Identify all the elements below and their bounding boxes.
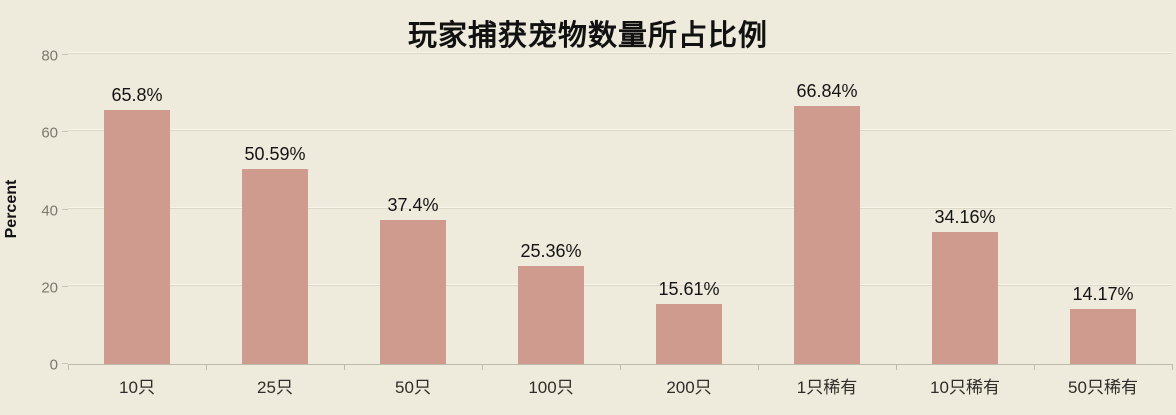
y-tick-mark: [62, 208, 68, 210]
bar-slot: 14.17% 50只稀有: [1034, 55, 1172, 397]
gridline: [68, 283, 1172, 286]
x-category-label: 100只: [528, 378, 574, 397]
x-tick-mark: [758, 364, 759, 370]
y-tick-mark: [62, 131, 68, 133]
gridline: [68, 129, 1172, 132]
bar: [1070, 309, 1136, 364]
gridline: [68, 52, 1172, 54]
x-category-label: 1只稀有: [796, 378, 858, 397]
x-category-label: 50只: [395, 378, 431, 397]
plot-area: 0 20 40 60 80 65.8% 10只 50.59% 25只 37.4% 50只 25.36%…: [41, 48, 1173, 397]
bar-value-label: 34.16%: [934, 207, 996, 228]
x-category-label: 10只稀有: [930, 378, 1000, 397]
x-tick-mark: [1034, 364, 1035, 370]
x-category-label: 10只: [119, 378, 155, 397]
bar: [656, 303, 722, 364]
gridline: [68, 206, 1172, 209]
bar: [794, 105, 860, 364]
x-tick-mark: [1172, 364, 1173, 370]
x-tick-mark: [344, 364, 345, 370]
y-tick-mark: [62, 285, 68, 287]
bar-slot: 66.84% 1只稀有: [758, 55, 896, 397]
x-tick-mark: [896, 364, 897, 370]
y-tick-label: 0: [49, 356, 58, 374]
bar-slot: 65.8% 10只: [68, 55, 206, 397]
bar-value-label: 15.61%: [658, 278, 720, 299]
bar-value-label: 14.17%: [1072, 284, 1134, 305]
y-tick-label: 60: [41, 124, 58, 142]
bar-slot: 15.61% 200只: [620, 55, 758, 397]
y-tick-label: 80: [41, 47, 58, 65]
bar-value-label: 37.4%: [387, 194, 439, 215]
x-category-label: 25只: [257, 378, 293, 397]
bar-slot: 25.36% 100只: [482, 55, 620, 397]
bar: [242, 168, 308, 364]
y-tick-label: 20: [41, 279, 58, 297]
bar: [380, 219, 446, 364]
y-tick-label: 40: [41, 202, 58, 219]
bar-value-label: 25.36%: [520, 241, 582, 262]
bar-value-label: 66.84%: [796, 80, 858, 101]
x-tick-mark: [620, 364, 621, 370]
bar: [518, 266, 584, 364]
bar-value-label: 65.8%: [111, 84, 163, 105]
x-category-label: 50只稀有: [1068, 378, 1138, 397]
bar: [932, 232, 998, 364]
bar-slot: 34.16% 10只稀有: [896, 55, 1034, 397]
y-tick-mark: [62, 54, 68, 55]
y-axis-title: Percent: [3, 179, 20, 239]
bar-value-label: 50.59%: [244, 143, 306, 164]
x-tick-mark: [482, 364, 483, 370]
x-tick-mark: [206, 364, 207, 370]
chart-title: 玩家捕获宠物数量所占比例: [407, 20, 768, 52]
y-tick-mark: [62, 363, 68, 364]
bar: [104, 109, 170, 364]
bar-slot: 37.4% 50只: [344, 55, 482, 397]
x-category-label: 200只: [666, 378, 712, 397]
x-tick-mark: [68, 364, 69, 370]
bar-slot: 50.59% 25只: [206, 55, 344, 397]
